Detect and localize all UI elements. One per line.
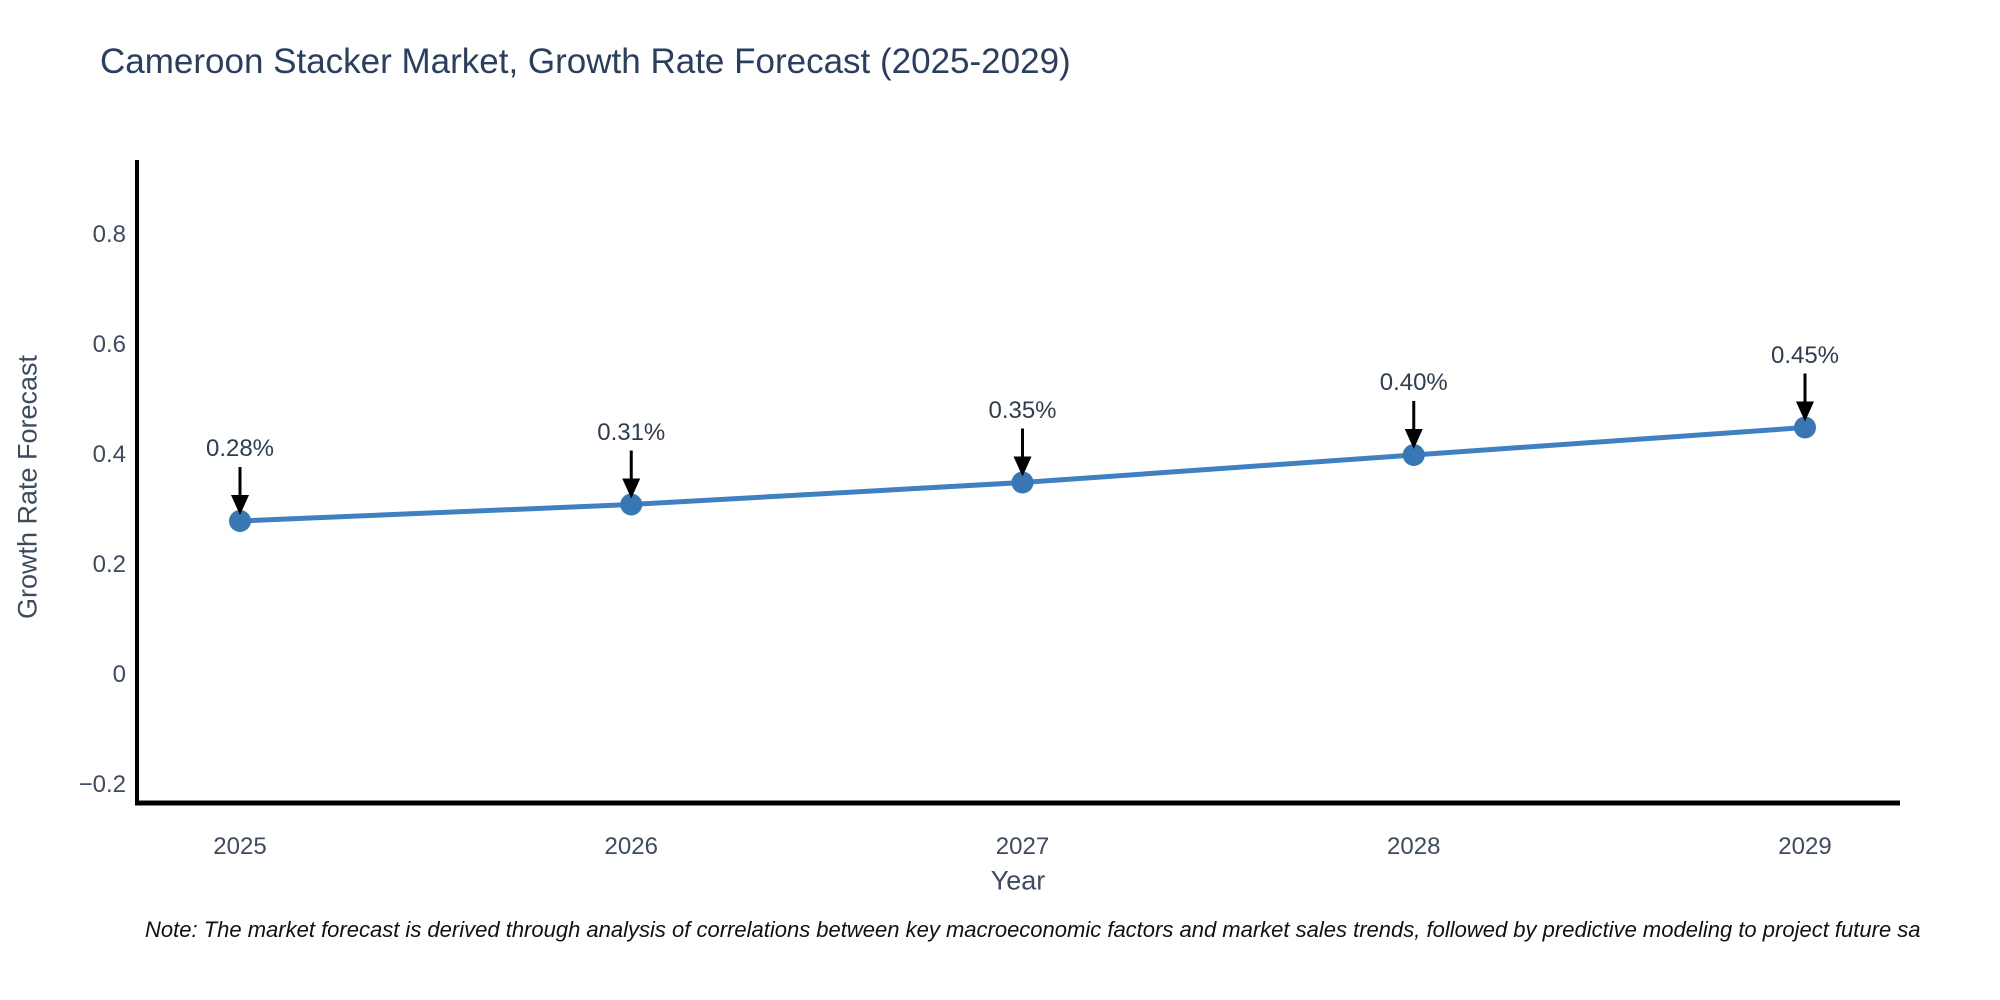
annotation-label: 0.28% <box>205 435 275 462</box>
y-axis-title: Growth Rate Forecast <box>12 354 43 620</box>
data-point-marker <box>229 510 251 532</box>
y-tick-label: 0.2 <box>92 551 126 578</box>
annotation-label: 0.35% <box>988 396 1057 424</box>
x-tick-label: 2029 <box>1778 833 1832 860</box>
y-tick-label: −0.2 <box>78 771 126 798</box>
data-point-marker <box>1794 416 1816 439</box>
y-tick-label: 0.8 <box>92 221 126 248</box>
data-point-marker <box>1402 444 1425 466</box>
annotation-arrow-head <box>1796 401 1814 422</box>
y-tick-label: 0.4 <box>92 441 126 468</box>
data-point-marker <box>1011 471 1034 494</box>
x-tick-label: 2027 <box>995 833 1050 860</box>
annotation-arrow-head <box>1404 429 1423 449</box>
annotation-label: 0.31% <box>597 418 666 446</box>
chart-footnote: Note: The market forecast is derived thr… <box>145 917 1921 942</box>
annotation-label: 0.45% <box>1770 341 1840 369</box>
x-tick-label: 2028 <box>1387 833 1441 860</box>
x-tick-label: 2026 <box>604 833 658 860</box>
annotation-arrow-head <box>231 495 249 515</box>
annotation-label: 0.40% <box>1379 369 1448 396</box>
annotation-arrow-head <box>622 478 641 499</box>
data-point-marker <box>620 493 643 516</box>
x-axis-title: Year <box>990 865 1046 896</box>
x-tick-label: 2025 <box>213 833 267 860</box>
y-tick-label: 0.6 <box>92 331 126 358</box>
y-tick-label: 0 <box>112 661 126 688</box>
annotation-arrow-head <box>1013 456 1032 477</box>
chart-title: Cameroon Stacker Market, Growth Rate For… <box>100 42 1071 81</box>
